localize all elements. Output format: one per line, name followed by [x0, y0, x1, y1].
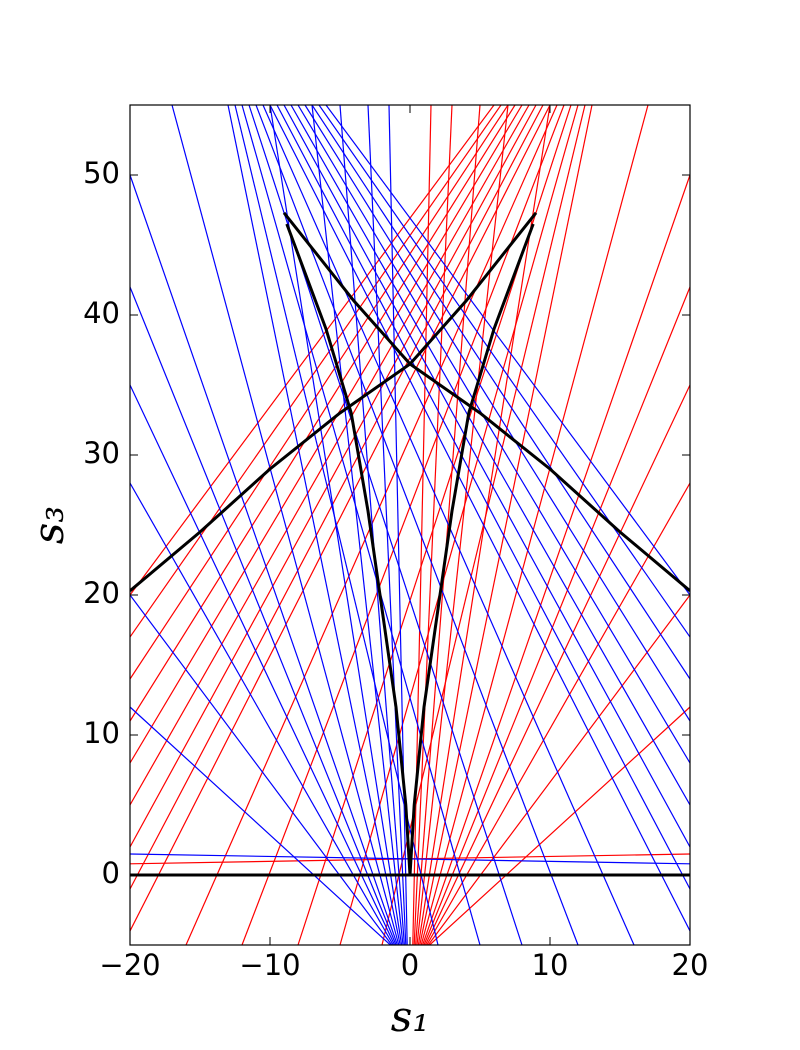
line [339, 105, 405, 945]
line [408, 223, 535, 876]
y-tick-label: 40 [83, 296, 120, 330]
line [283, 105, 690, 848]
line [427, 594, 690, 945]
y-tick-label: 20 [83, 576, 120, 610]
line [419, 105, 593, 945]
line [130, 706, 391, 945]
line [367, 105, 407, 945]
line [325, 105, 690, 596]
line [276, 105, 690, 890]
y-tick-label: 10 [83, 716, 120, 750]
x-tick-label: −20 [99, 948, 160, 982]
line [130, 594, 393, 945]
line [130, 105, 502, 638]
y-axis-label: s₃ [24, 506, 73, 544]
line [339, 105, 579, 945]
x-axis-label: s₁ [391, 992, 429, 1041]
line [297, 105, 690, 764]
line [429, 706, 690, 945]
line [130, 105, 537, 848]
line [420, 105, 649, 945]
line [415, 105, 481, 945]
line [290, 105, 690, 806]
line [130, 105, 516, 722]
line [423, 286, 690, 945]
x-tick-label: 10 [532, 948, 569, 982]
line [304, 105, 690, 722]
line [388, 105, 408, 945]
line [130, 174, 398, 945]
line [424, 384, 690, 945]
line [130, 105, 544, 890]
line [130, 105, 523, 764]
y-tick-label: 0 [102, 856, 120, 890]
x-tick-label: −10 [239, 948, 300, 982]
line [311, 105, 690, 680]
x-tick-label: 0 [401, 948, 419, 982]
y-tick-label: 30 [83, 436, 120, 470]
line [426, 482, 690, 945]
line [130, 482, 394, 945]
line [241, 105, 481, 945]
line [412, 105, 432, 945]
line [130, 211, 538, 592]
line [282, 211, 690, 592]
x-tick-label: 20 [672, 948, 709, 982]
line [413, 105, 453, 945]
line [318, 105, 690, 638]
y-tick-label: 50 [83, 156, 120, 190]
line [130, 105, 551, 932]
line [130, 105, 530, 806]
line [285, 223, 412, 876]
plot-frame [129, 104, 691, 946]
line [311, 105, 404, 945]
line [422, 174, 690, 945]
line [130, 105, 509, 680]
line [269, 105, 690, 932]
line [130, 286, 397, 945]
line [171, 105, 400, 945]
line [130, 384, 396, 945]
line [269, 105, 403, 945]
line [416, 105, 509, 945]
plot-area [130, 105, 690, 945]
line [227, 105, 401, 945]
